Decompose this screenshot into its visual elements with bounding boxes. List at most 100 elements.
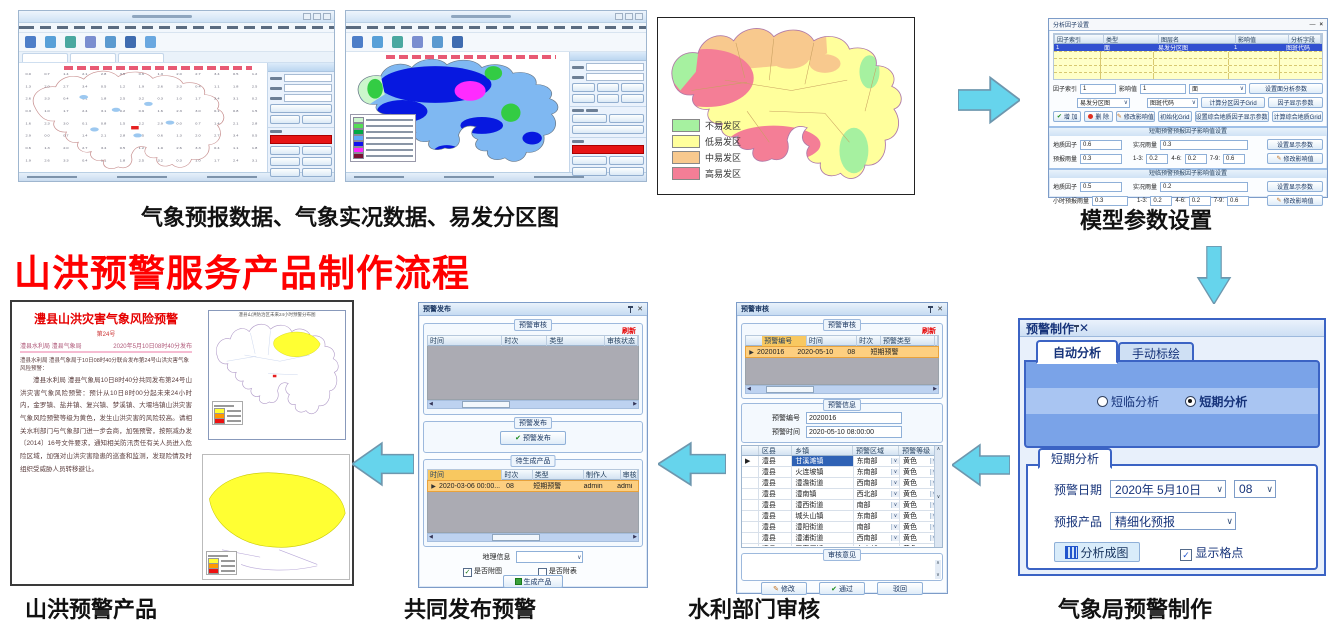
dropdown-arrow-icon[interactable]: ∨	[890, 458, 899, 464]
panel-button[interactable]	[572, 156, 607, 165]
panel-button[interactable]	[302, 115, 332, 124]
panel-button[interactable]	[270, 157, 300, 166]
range-7-9-input[interactable]: 0.6	[1223, 153, 1246, 164]
township-row[interactable]: 澧县王家厂镇东南部∨黄色∨	[742, 544, 942, 546]
close-icon[interactable]: ✕	[1079, 321, 1090, 335]
approve-button[interactable]: ✔ 通过	[819, 582, 865, 595]
vertical-scrollbar[interactable]: ∧ ∨	[934, 446, 942, 547]
query-icon[interactable]	[85, 36, 96, 48]
factor-index-input[interactable]: 1	[1080, 83, 1117, 94]
range-4-6-input[interactable]: 0.2	[1184, 153, 1207, 164]
analyze-to-map-button[interactable]: 分析成图	[1054, 542, 1140, 562]
panel-button[interactable]	[572, 114, 607, 123]
radio-short-term[interactable]: 短期分析	[1185, 393, 1247, 410]
horizontal-scrollbar[interactable]: ◀ ▶	[427, 533, 639, 542]
draw-icon[interactable]	[105, 36, 116, 48]
panel-button[interactable]	[596, 83, 620, 92]
panel-input[interactable]	[586, 73, 644, 81]
dropdown-arrow-icon[interactable]: ∨	[890, 524, 899, 530]
pin-icon[interactable]	[628, 305, 634, 313]
close-button[interactable]	[323, 13, 331, 20]
close-button[interactable]	[635, 13, 643, 20]
open-icon[interactable]	[25, 36, 36, 48]
toolbar[interactable]	[346, 33, 646, 52]
set-combined-display-button[interactable]: 设置综合地质因子显示参数	[1194, 111, 1269, 122]
factor-grid-selected-row[interactable]: 1 面 易发分区图 1 图斑代码	[1054, 44, 1322, 52]
refresh-link[interactable]: 刷新	[922, 328, 936, 335]
add-button[interactable]: ✔ 增 加	[1053, 111, 1082, 122]
forecast-product-select[interactable]: 精细化预报 ∨	[1110, 512, 1237, 530]
range-7-9-input[interactable]: 0.6	[1227, 195, 1250, 206]
open-icon[interactable]	[352, 36, 363, 48]
analyze-icon[interactable]	[125, 36, 136, 48]
horizontal-scrollbar[interactable]: ◀ ▶	[745, 385, 939, 394]
panel-button[interactable]	[609, 114, 644, 123]
panel-button[interactable]	[621, 94, 645, 103]
panel-button[interactable]	[302, 168, 332, 177]
live-rain-input[interactable]: 0.2	[1160, 181, 1249, 192]
set-display-params-button[interactable]: 设置显示参数	[1267, 139, 1323, 150]
save-icon[interactable]	[372, 36, 383, 48]
minimize-button[interactable]	[303, 13, 311, 20]
horizontal-scrollbar[interactable]: ◀ ▶	[427, 400, 639, 409]
panel-button[interactable]	[621, 83, 645, 92]
show-grid-checkbox[interactable]: ✓ 显示格点	[1180, 544, 1243, 561]
panel-button[interactable]	[302, 157, 332, 166]
panel-button[interactable]	[270, 115, 300, 124]
menu-bar[interactable]	[19, 23, 334, 33]
query-icon[interactable]	[412, 36, 423, 48]
range-1-3-input[interactable]: 0.2	[1146, 153, 1169, 164]
panel-input[interactable]	[284, 94, 332, 102]
calc-zone-grid-button[interactable]: 计算分区因子Grid	[1201, 97, 1265, 108]
set-area-params-button[interactable]: 设置面分析参数	[1249, 83, 1323, 94]
review-table-body-empty[interactable]	[427, 346, 639, 400]
panel-button[interactable]	[572, 83, 595, 92]
modify-button[interactable]: ✎ 修改	[761, 582, 807, 595]
warn-hour-select[interactable]: 08 ∨	[1234, 480, 1277, 498]
dropdown-arrow-icon[interactable]: ∨	[890, 502, 899, 508]
panel-button[interactable]	[572, 125, 644, 134]
modify-impact-button[interactable]: ✎ 修改影响值	[1267, 153, 1323, 164]
radio-nowcast[interactable]: 短临分析	[1096, 393, 1159, 410]
panel-button[interactable]	[302, 146, 332, 155]
panel-button[interactable]	[572, 167, 607, 176]
panel-button[interactable]	[270, 104, 332, 113]
modify-impact-button[interactable]: ✎ 修改影响值	[1267, 195, 1323, 206]
geom-type-select[interactable]: 面 ∨	[1189, 83, 1247, 94]
panel-button[interactable]	[270, 168, 300, 177]
print-icon[interactable]	[145, 36, 156, 48]
panel-button[interactable]	[609, 156, 644, 165]
geo-info-select[interactable]: ∨	[516, 551, 584, 563]
impact-input[interactable]: 1	[1140, 83, 1187, 94]
forecast-rain-input[interactable]: 0.3	[1080, 153, 1123, 164]
vertical-scrollbar[interactable]: ∧ ∨	[935, 560, 941, 579]
panel-button[interactable]	[596, 94, 620, 103]
close-icon[interactable]: ✕	[637, 306, 643, 313]
layers-icon[interactable]	[65, 36, 76, 48]
maximize-button[interactable]	[625, 13, 633, 20]
calc-combined-grid-button[interactable]: 计算综合地质Grid	[1271, 111, 1323, 122]
toolbar[interactable]	[19, 33, 334, 52]
panel-input[interactable]	[586, 63, 644, 71]
panel-button[interactable]	[609, 167, 644, 176]
dropdown-arrow-icon[interactable]: ∨	[890, 535, 899, 541]
document-tabs[interactable]	[19, 52, 334, 63]
warn-date-select[interactable]: 2020年 5月10日 ∨	[1110, 480, 1227, 498]
field-select[interactable]: 图斑代码 ∨	[1147, 97, 1198, 108]
dropdown-arrow-icon[interactable]: ∨	[890, 513, 899, 519]
panel-input[interactable]	[284, 84, 332, 92]
live-rain-input[interactable]: 0.3	[1160, 139, 1249, 150]
warning-id-input[interactable]: 2020016	[806, 412, 902, 424]
save-icon[interactable]	[45, 36, 56, 48]
publish-button[interactable]: ✔ 预警发布	[500, 431, 566, 445]
draw-icon[interactable]	[432, 36, 443, 48]
rainfall-map-canvas[interactable]	[346, 52, 569, 172]
factor-display-params-button[interactable]: 因子显示参数	[1268, 97, 1323, 108]
pin-icon[interactable]	[1074, 325, 1080, 332]
modify-impact-button[interactable]: ✎ 修改影响值	[1115, 111, 1155, 122]
